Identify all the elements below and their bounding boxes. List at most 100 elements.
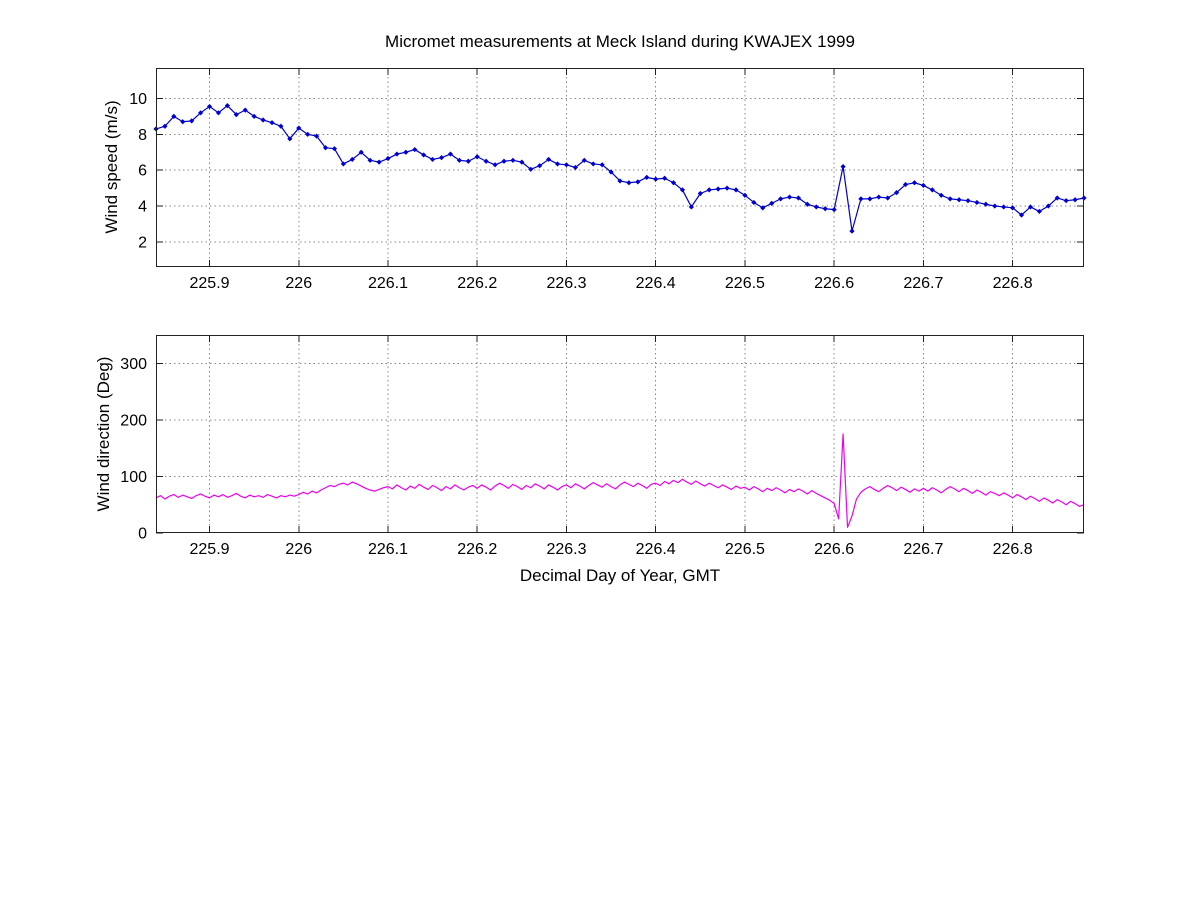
wind-speed-marker	[180, 119, 186, 125]
wind-speed-marker	[376, 159, 382, 165]
wind-speed-marker	[751, 199, 757, 206]
wind-speed-marker	[733, 187, 739, 193]
wind-speed-marker	[572, 164, 578, 171]
x-axis-label: Decimal Day of Year, GMT	[519, 566, 721, 585]
x-tick-label: 226.6	[814, 275, 854, 292]
wind-speed-marker	[537, 163, 543, 169]
wind-speed-marker	[724, 185, 730, 191]
wind-speed-marker	[644, 174, 650, 180]
wind-speed-marker	[189, 118, 195, 124]
wind-direction-plot: 225.9 226 226.1 226.2 226.3 226.4 226.5 226.6 22…	[120, 335, 1085, 558]
wind-speed-marker	[876, 194, 882, 200]
wind-speed-marker	[554, 161, 561, 167]
wind-speed-marker	[206, 103, 213, 110]
wind-speed-marker	[795, 195, 802, 201]
wind-speed-marker	[412, 146, 418, 153]
wind-speed-marker	[992, 203, 998, 209]
wind-speed-marker	[706, 187, 712, 193]
wind-speed-marker	[920, 182, 926, 189]
wind-speed-marker	[421, 152, 427, 158]
x-tick-label: 226.2	[457, 541, 497, 558]
wind-speed-marker	[528, 166, 534, 172]
wind-speed-marker	[385, 155, 391, 162]
wind-speed-marker	[358, 149, 364, 155]
axis-box	[156, 335, 1084, 533]
wind-speed-marker	[465, 158, 471, 164]
wind-speed-marker	[983, 201, 989, 207]
wind-speed-marker	[1045, 203, 1051, 209]
x-tick-label: 226.6	[814, 541, 854, 558]
wind-speed-marker	[769, 200, 775, 206]
wind-speed-marker	[822, 206, 828, 212]
wind-speed-marker	[911, 180, 918, 186]
wind-speed-marker	[305, 131, 311, 137]
wind-speed-marker	[447, 151, 454, 157]
x-tick-label: 226.5	[725, 275, 765, 292]
y-tick-label: 8	[138, 127, 147, 144]
wind-speed-marker	[501, 158, 507, 164]
x-tick-label: 226.7	[903, 275, 943, 292]
wind-speed-marker	[965, 198, 971, 204]
wind-speed-marker	[688, 204, 694, 210]
wind-speed-marker	[1063, 198, 1069, 204]
wind-speed-marker	[198, 110, 204, 116]
x-tick-label: 226.1	[368, 541, 408, 558]
wind-speed-marker	[902, 181, 909, 188]
wind-speed-marker	[626, 180, 632, 186]
x-tick-label: 226	[285, 541, 312, 558]
wind-speed-marker	[1054, 195, 1060, 201]
wind-speed-marker	[697, 190, 703, 197]
x-tick-label: 226.4	[636, 275, 676, 292]
wind-speed-marker	[340, 161, 346, 167]
wind-speed-marker	[670, 180, 677, 186]
wind-speed-marker	[438, 155, 445, 161]
wind-speed-line	[155, 105, 1085, 232]
wind-speed-marker	[662, 175, 668, 181]
wind-speed-marker	[742, 192, 748, 198]
wind-speed-marker	[296, 125, 302, 131]
x-tick-label: 225.9	[190, 541, 230, 558]
x-tick-label: 226.3	[546, 275, 586, 292]
wind-speed-marker	[394, 151, 400, 157]
wind-speed-marker	[679, 187, 686, 193]
x-tick-label: 226.7	[903, 541, 943, 558]
wind-speed-marker	[260, 117, 266, 123]
axis-box	[156, 68, 1084, 267]
wind-speed-marker	[403, 149, 409, 155]
y-tick-label: 0	[138, 526, 147, 543]
wind-speed-marker	[1072, 197, 1078, 203]
wind-speed-marker	[840, 164, 846, 170]
y-tick-label: 300	[120, 356, 147, 373]
wind-speed-plot: 225.9 226 226.1 226.2 226.3 226.4 226.5 226.6 22…	[129, 68, 1087, 292]
x-tick-label: 226.5	[725, 541, 765, 558]
wind-speed-marker	[456, 157, 462, 163]
wind-speed-marker	[474, 154, 480, 160]
wind-speed-marker	[367, 157, 373, 163]
wind-speed-marker	[1036, 208, 1042, 215]
figure-title: Micromet measurements at Meck Island dur…	[385, 32, 855, 51]
wind-speed-marker	[1018, 212, 1025, 218]
wind-speed-marker	[269, 120, 275, 126]
wind-speed-marker	[715, 186, 721, 192]
y-tick-label: 2	[138, 234, 147, 251]
wind-speed-marker	[492, 162, 498, 168]
y-tick-label: 200	[120, 412, 147, 429]
wind-speed-marker	[331, 146, 338, 152]
wind-speed-marker	[867, 196, 873, 202]
wind-speed-marker	[778, 196, 784, 202]
wind-speed-marker	[804, 201, 810, 207]
wind-speed-marker	[938, 192, 944, 198]
wind-speed-marker	[947, 196, 953, 202]
y-tick-label: 100	[120, 469, 147, 486]
wind-speed-marker	[510, 157, 516, 163]
wind-speed-marker	[563, 162, 570, 168]
x-tick-label: 226.2	[457, 275, 497, 292]
wind-speed-marker	[519, 159, 525, 165]
wind-speed-marker	[608, 169, 614, 175]
wind-speed-marker	[831, 207, 837, 213]
wind-direction-line	[155, 433, 1085, 528]
wind-speed-marker	[786, 194, 793, 200]
wind-speed-marker	[760, 205, 766, 211]
wind-speed-marker	[224, 103, 230, 109]
